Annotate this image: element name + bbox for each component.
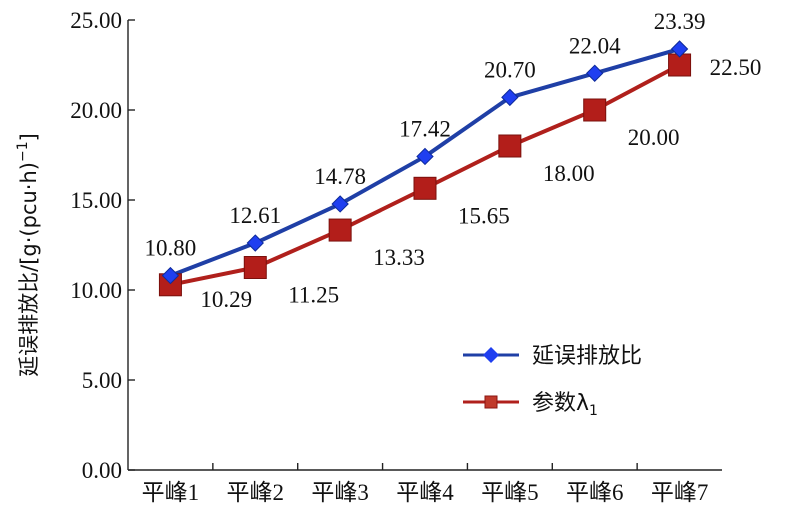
legend-label-lambda-sub: 1	[589, 403, 598, 419]
x-tick-label: 平峰6	[566, 480, 624, 505]
y-tick-label: 25.00	[70, 8, 122, 33]
x-tick-label: 平峰7	[651, 480, 709, 505]
data-point-square	[328, 218, 352, 242]
data-label-lambda: 11.25	[288, 283, 339, 308]
data-label-delay-ratio: 14.78	[314, 164, 366, 189]
legend-label-lambda: 参数λ1	[532, 391, 598, 419]
legend: 延误排放比 参数λ1	[463, 344, 642, 419]
data-label-lambda: 20.00	[628, 125, 680, 150]
legend-marker-square	[484, 395, 498, 409]
data-label-delay-ratio: 22.04	[569, 33, 621, 58]
data-label-lambda: 22.50	[710, 55, 762, 80]
data-point-square	[583, 98, 607, 122]
data-label-lambda: 18.00	[543, 161, 595, 186]
data-point-diamond	[161, 266, 180, 285]
y-axis-title-main: 延误排放比/[g·(pcu·h)	[17, 162, 41, 377]
data-label-delay-ratio: 20.70	[484, 57, 536, 82]
data-label-lambda: 13.33	[373, 245, 425, 270]
x-tick-label: 平峰4	[396, 480, 454, 505]
data-label-lambda: 10.29	[200, 287, 252, 312]
y-tick-labels: 0.00 5.00 10.00 15.00 20.00 25.00	[70, 8, 122, 483]
data-point-diamond	[501, 88, 519, 107]
data-point-square	[498, 134, 522, 158]
y-tick-label: 10.00	[70, 278, 122, 303]
data-label-delay-ratio: 23.39	[654, 9, 706, 34]
data-point-diamond	[331, 195, 349, 213]
data-point-square	[243, 256, 267, 279]
series-layer	[158, 40, 692, 297]
y-tick-label: 5.00	[82, 368, 122, 393]
y-tick-label: 20.00	[70, 98, 122, 123]
axes	[127, 19, 722, 471]
data-point-diamond	[416, 147, 434, 166]
data-label-delay-ratio: 12.61	[229, 203, 281, 228]
y-axis-title-sup: −1	[15, 141, 31, 162]
x-tick-label: 平峰1	[142, 480, 200, 505]
y-axis-title: 延误排放比/[g·(pcu·h)−1]	[15, 133, 41, 377]
x-tick-label: 平峰5	[481, 480, 539, 505]
x-tick-label: 平峰2	[227, 480, 285, 505]
x-tick-labels: 平峰1 平峰2 平峰3 平峰4 平峰5 平峰6 平峰7	[142, 480, 709, 505]
data-point-diamond	[586, 64, 604, 82]
data-label-delay-ratio: 17.42	[399, 116, 451, 141]
x-tick-label: 平峰3	[311, 480, 369, 505]
legend-marker-diamond	[483, 347, 499, 363]
data-point-diamond	[246, 234, 264, 252]
series-line-lambda	[170, 63, 681, 287]
legend-item-lambda: 参数λ1	[463, 391, 598, 419]
data-point-diamond	[670, 40, 689, 58]
data-point-square	[413, 176, 437, 200]
data-label-lambda: 15.65	[458, 203, 510, 228]
legend-label-delay-ratio: 延误排放比	[532, 344, 642, 369]
y-tick-label: 15.00	[70, 188, 122, 213]
data-label-delay-ratio: 10.80	[145, 236, 197, 261]
data-labels: 10.80 12.61 14.78 17.42 20.70 22.04 23.39 10.29…	[145, 9, 762, 312]
legend-label-lambda-main: 参数λ	[532, 391, 589, 416]
y-tick-label: 0.00	[82, 458, 122, 483]
legend-item-delay-ratio: 延误排放比	[463, 344, 642, 369]
y-axis-title-close: ]	[17, 133, 41, 141]
